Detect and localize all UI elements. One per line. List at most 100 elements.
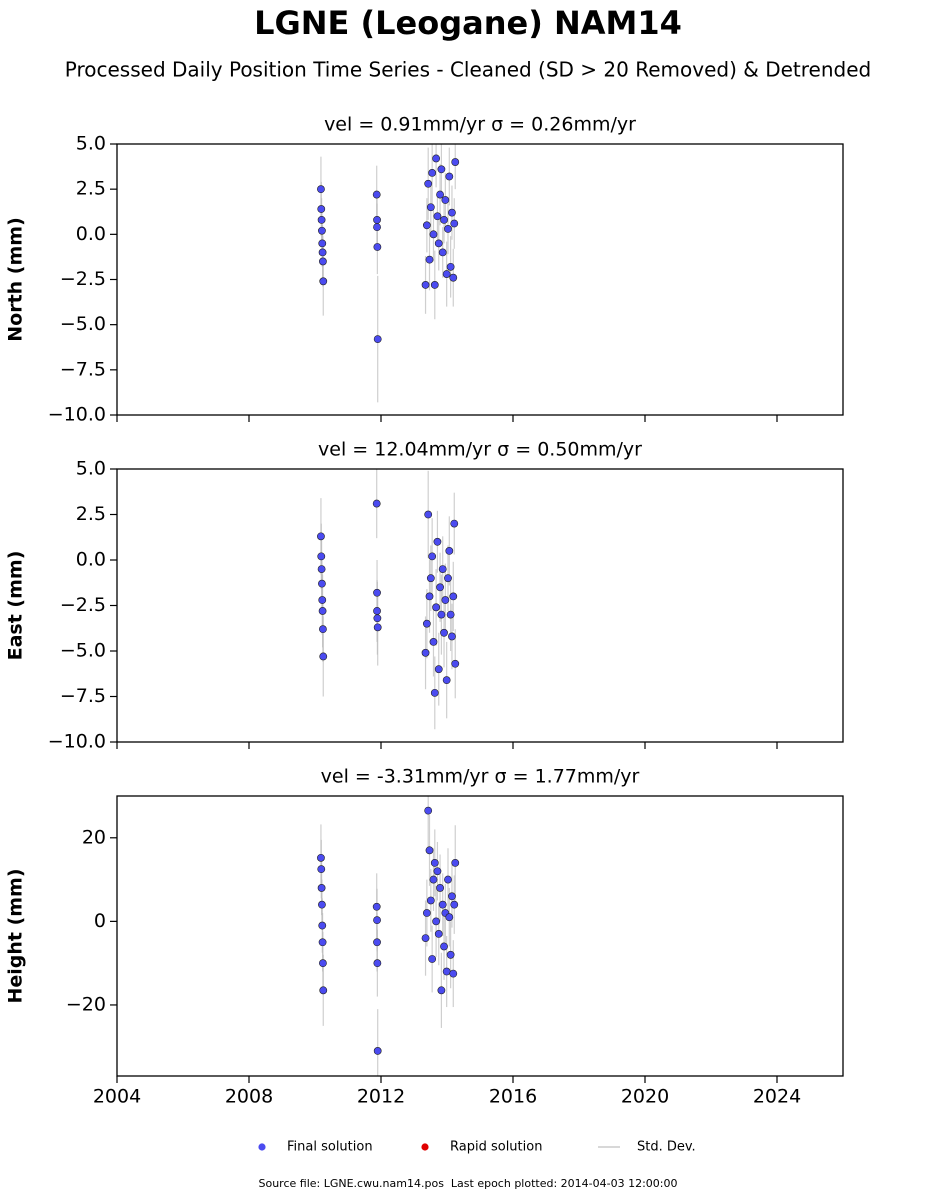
data-point: [422, 619, 431, 628]
data-point: [425, 255, 434, 264]
data-point: [318, 596, 327, 604]
data-point: [430, 858, 439, 867]
data-point: [442, 270, 451, 278]
data-point: [317, 865, 326, 874]
data-point: [451, 858, 460, 867]
data-point: [318, 607, 327, 615]
data-point: [373, 607, 381, 615]
data-point: [319, 257, 327, 266]
data-point: [318, 239, 327, 248]
data-point: [319, 652, 328, 661]
data-point: [317, 532, 325, 541]
data-point: [428, 169, 437, 177]
y-tick-label: 20: [82, 826, 106, 848]
panel-title: vel = -3.31mm/yr σ = 1.77mm/yr: [321, 766, 640, 788]
axes-frame: [116, 795, 844, 1077]
x-tick-label: 2016: [489, 1086, 537, 1108]
data-point: [373, 959, 382, 968]
data-point: [442, 676, 451, 685]
figure-subtitle: Processed Daily Position Time Series - C…: [65, 58, 871, 82]
data-point: [317, 185, 325, 194]
data-point: [424, 179, 433, 188]
data-point: [442, 967, 451, 976]
data-point: [318, 579, 326, 588]
data-point: [434, 665, 443, 674]
data-point: [430, 688, 439, 697]
y-tick-label: −7.5: [60, 358, 106, 380]
y-tick-label: −10.0: [48, 404, 106, 426]
data-point: [373, 335, 382, 344]
data-point: [445, 913, 454, 922]
plot-area: [317, 469, 460, 730]
data-point: [318, 226, 326, 235]
data-point: [317, 565, 326, 573]
data-point: [422, 221, 431, 230]
y-tick-label: −7.5: [60, 685, 106, 707]
data-point: [448, 208, 456, 217]
plot-area: [317, 796, 460, 1076]
legend-label: Rapid solution: [450, 1140, 542, 1155]
data-point: [451, 659, 460, 668]
data-point: [372, 499, 381, 508]
data-point: [318, 938, 327, 947]
data-point: [428, 552, 437, 561]
y-tick-label: −2.5: [60, 268, 106, 290]
data-point: [421, 934, 430, 942]
data-point: [444, 225, 452, 233]
data-point: [429, 230, 438, 239]
data-point: [425, 592, 434, 601]
data-point: [432, 154, 441, 163]
data-point: [441, 596, 450, 604]
x-tick-label: 2024: [753, 1086, 801, 1108]
data-point: [436, 190, 444, 199]
data-point: [433, 867, 442, 876]
data-point: [440, 628, 448, 637]
y-tick-label: −2.5: [60, 594, 106, 616]
data-point: [317, 205, 326, 213]
data-point: [448, 632, 456, 641]
data-point: [373, 223, 381, 232]
plot-area: [317, 144, 460, 403]
y-tick-label: 2.5: [76, 178, 106, 200]
y-tick-label: −20: [66, 993, 106, 1015]
data-point: [317, 215, 326, 224]
data-point: [438, 900, 447, 909]
data-point: [317, 853, 325, 862]
x-tick-label: 2004: [93, 1086, 141, 1108]
data-point: [319, 959, 327, 968]
data-point: [424, 806, 433, 815]
axes-frame: [116, 143, 844, 416]
data-point: [373, 623, 382, 632]
data-point: [426, 896, 435, 905]
data-point: [437, 610, 446, 619]
data-point: [429, 875, 438, 884]
figure-title: LGNE (Leogane) NAM14: [254, 4, 682, 42]
data-point: [319, 277, 328, 286]
y-axis-label: Height (mm): [5, 868, 27, 1003]
data-point: [445, 547, 454, 555]
data-point: [318, 248, 327, 257]
y-tick-label: −5.0: [60, 640, 106, 662]
x-tick-label: 2012: [357, 1086, 405, 1108]
legend-swatch: [421, 1143, 429, 1151]
data-point: [446, 262, 455, 271]
y-tick-label: 2.5: [76, 503, 106, 525]
axes-frame: [116, 468, 844, 743]
data-point: [449, 273, 458, 282]
data-point: [450, 219, 459, 228]
y-axis-label: North (mm): [5, 217, 27, 342]
data-point: [438, 565, 447, 573]
data-point: [436, 884, 444, 892]
data-point: [441, 196, 450, 204]
data-point: [430, 281, 439, 289]
data-point: [317, 884, 326, 892]
data-point: [428, 955, 437, 963]
y-tick-label: 0: [94, 910, 106, 932]
data-point: [318, 921, 327, 930]
data-point: [432, 603, 441, 612]
panel-title: vel = 12.04mm/yr σ = 0.50mm/yr: [318, 439, 642, 461]
legend-label: Final solution: [287, 1140, 373, 1155]
data-point: [446, 950, 455, 959]
data-point: [438, 248, 447, 257]
